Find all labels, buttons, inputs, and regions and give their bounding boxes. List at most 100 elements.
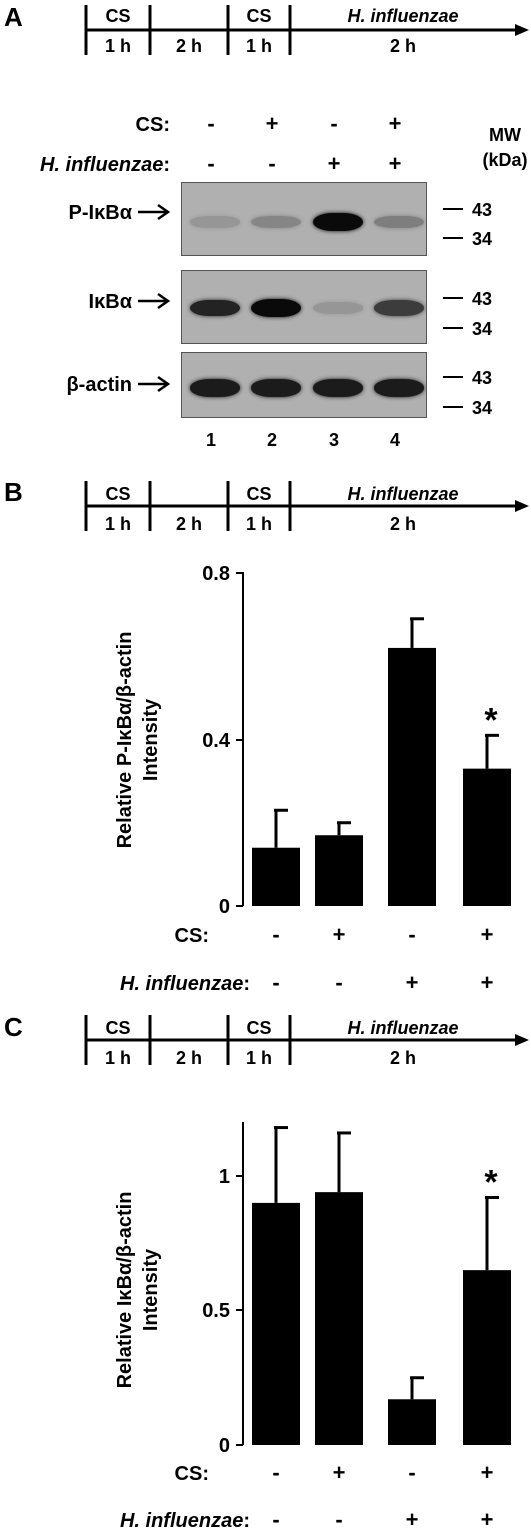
- blot-band: [251, 299, 301, 317]
- hi-sign: -: [335, 970, 342, 995]
- hi-sign: -: [268, 151, 275, 176]
- timeline-b: CS CS H. influenzae 1 h 2 h 1 h 2 h: [84, 481, 529, 534]
- timeline-segment-label: CS: [105, 484, 130, 504]
- hi-sign: -: [272, 1507, 279, 1532]
- blot-band: [313, 302, 363, 314]
- cs-sign: +: [481, 922, 494, 947]
- timeline-a: CS CS H. influenzae 1 h 2 h 1 h 2 h: [84, 5, 529, 56]
- blot-band: [374, 215, 424, 229]
- blot-annotations: P-IκBα 43 34 IκBα 43 34 β-actin 43 34 1 …: [66, 200, 492, 450]
- bar: [315, 835, 363, 906]
- timeline-duration: 1 h: [246, 1048, 272, 1068]
- mw-marker: 43: [472, 368, 492, 388]
- y-tick-label: 1: [219, 1166, 230, 1188]
- hi-row-label: H. influenzae:: [40, 154, 170, 176]
- arrowhead-icon: [157, 375, 171, 393]
- blot-band: [313, 213, 363, 231]
- panel-letter-b: B: [4, 477, 23, 507]
- timeline-c: CS CS H. influenzae 1 h 2 h 1 h 2 h: [84, 1015, 529, 1068]
- blot-p-ikba: [181, 182, 427, 256]
- blot-band: [374, 379, 424, 397]
- cs-sign: -: [330, 111, 337, 136]
- bar: [388, 647, 436, 906]
- cs-sign: +: [333, 922, 346, 947]
- blot-band: [374, 300, 424, 316]
- mw-marker: 34: [472, 319, 492, 339]
- timeline-duration: 1 h: [105, 36, 131, 56]
- hi-row-label-colon: :: [163, 154, 170, 176]
- timeline-duration: 2 h: [390, 514, 416, 534]
- lane-number: 3: [329, 430, 339, 450]
- cs-sign: -: [408, 922, 415, 947]
- bar: [463, 768, 511, 906]
- timeline-segment-label: H. influenzae: [347, 484, 458, 504]
- lane-number: 4: [390, 430, 400, 450]
- timeline-duration: 1 h: [105, 1048, 131, 1068]
- cs-sign: -: [272, 922, 279, 947]
- hi-row-label-colon: :: [243, 1510, 250, 1532]
- hi-row-label: H. influenzae:: [120, 1510, 250, 1532]
- timeline-duration: 2 h: [176, 36, 202, 56]
- lane-number: 1: [206, 430, 216, 450]
- timeline-segment-label: H. influenzae: [347, 6, 458, 26]
- cs-sign: +: [266, 111, 279, 136]
- timeline-duration: 1 h: [246, 514, 272, 534]
- timeline-duration: 2 h: [176, 1048, 202, 1068]
- hi-row-label-species: H. influenzae: [40, 154, 163, 176]
- blot-band: [251, 379, 301, 397]
- hi-row-label-species: H. influenzae: [120, 973, 243, 995]
- panel-a-conditions: CS: - + - + H. influenzae: - - + + MW (k…: [40, 111, 528, 176]
- cs-row-label: CS:: [136, 114, 170, 136]
- blot-band: [190, 379, 240, 397]
- mw-unit: (kDa): [482, 150, 527, 170]
- timeline-segment-label: CS: [246, 6, 271, 26]
- blot-beta-actin: [181, 352, 427, 418]
- chart-c-frame: 0 0.5 1 Relative IκBα/β-actin Intensity …: [114, 1122, 493, 1532]
- blot-ikba: [181, 270, 427, 344]
- timeline-segment-label: H. influenzae: [347, 1018, 458, 1038]
- timeline-duration: 1 h: [105, 514, 131, 534]
- hi-sign: +: [406, 970, 419, 995]
- timeline-duration: 2 h: [390, 1048, 416, 1068]
- mw-marker: 34: [472, 229, 492, 249]
- timeline-duration: 1 h: [246, 36, 272, 56]
- blot-band: [251, 216, 301, 228]
- timeline-duration: 2 h: [390, 36, 416, 56]
- mw-header: MW: [489, 125, 521, 145]
- panel-letter-c: C: [4, 1012, 23, 1042]
- mw-marker: 34: [472, 398, 492, 418]
- blot-band: [190, 299, 240, 317]
- cs-sign: +: [389, 111, 402, 136]
- hi-sign: +: [481, 1507, 494, 1532]
- timeline-arrowhead: [515, 1034, 529, 1046]
- y-axis-label-line2: Intensity: [140, 1248, 162, 1331]
- mw-marker: 43: [472, 289, 492, 309]
- bar: [252, 847, 300, 906]
- significance-marker: *: [484, 1164, 498, 1202]
- chart-c-marks: *: [252, 1126, 511, 1445]
- blot-label-beta-actin: β-actin: [66, 374, 132, 396]
- y-axis-label: Relative IκBα/β-actin: [114, 1192, 136, 1389]
- hi-sign: -: [272, 970, 279, 995]
- blot-label-p-ikba: P-IκBα: [69, 202, 133, 224]
- bar: [252, 1202, 300, 1445]
- blot-band: [313, 379, 363, 397]
- hi-row-label-colon: :: [243, 973, 250, 995]
- y-axis-label: Relative P-IκBα/β-actin: [114, 632, 136, 849]
- y-axis-label-line2: Intensity: [140, 698, 162, 781]
- y-tick-label: 0.8: [202, 563, 230, 585]
- hi-sign: +: [328, 151, 341, 176]
- arrowhead-icon: [157, 292, 171, 310]
- cs-row-label: CS:: [175, 1463, 209, 1485]
- bar: [463, 1270, 511, 1445]
- timeline-segment-label: CS: [105, 6, 130, 26]
- bar: [315, 1192, 363, 1445]
- blot-label-ikba: IκBα: [89, 291, 133, 313]
- cs-row-label: CS:: [175, 925, 209, 947]
- cs-sign: -: [272, 1460, 279, 1485]
- timeline-arrowhead: [515, 500, 529, 512]
- panel-letter-a: A: [4, 2, 23, 32]
- timeline-segment-label: CS: [105, 1018, 130, 1038]
- y-tick-label: 0: [219, 1435, 230, 1457]
